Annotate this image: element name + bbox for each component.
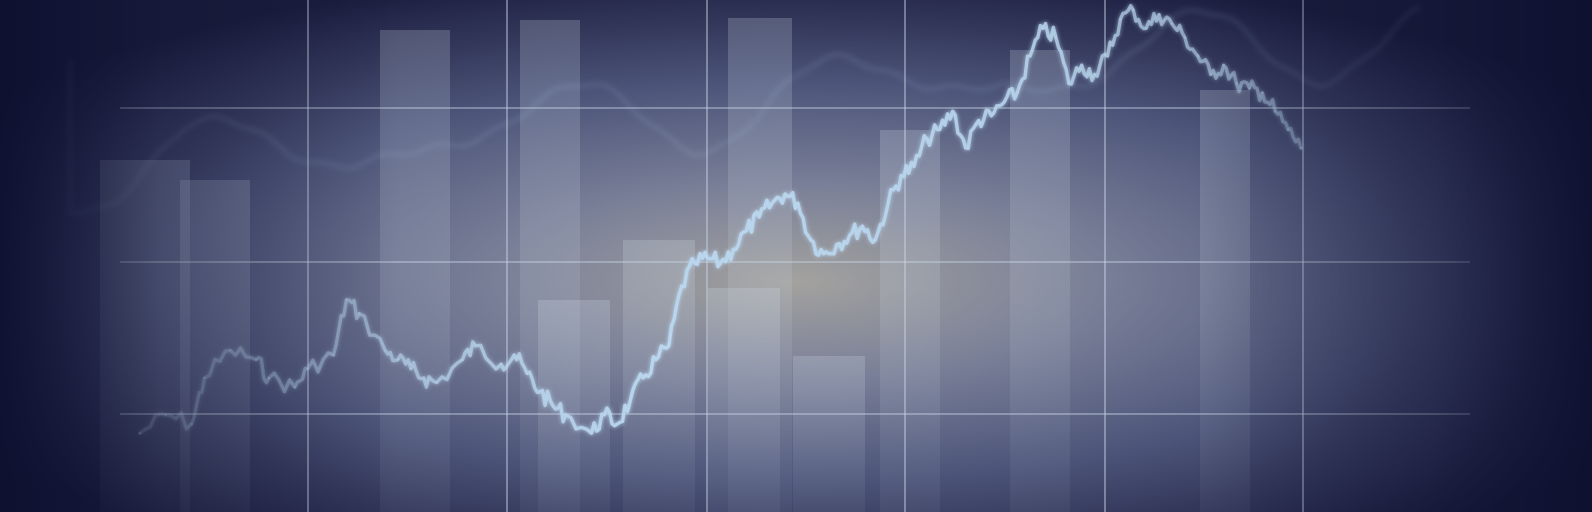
edge-vignette [0, 0, 1592, 512]
chart-canvas [0, 0, 1592, 512]
stock-chart-background [0, 0, 1592, 512]
